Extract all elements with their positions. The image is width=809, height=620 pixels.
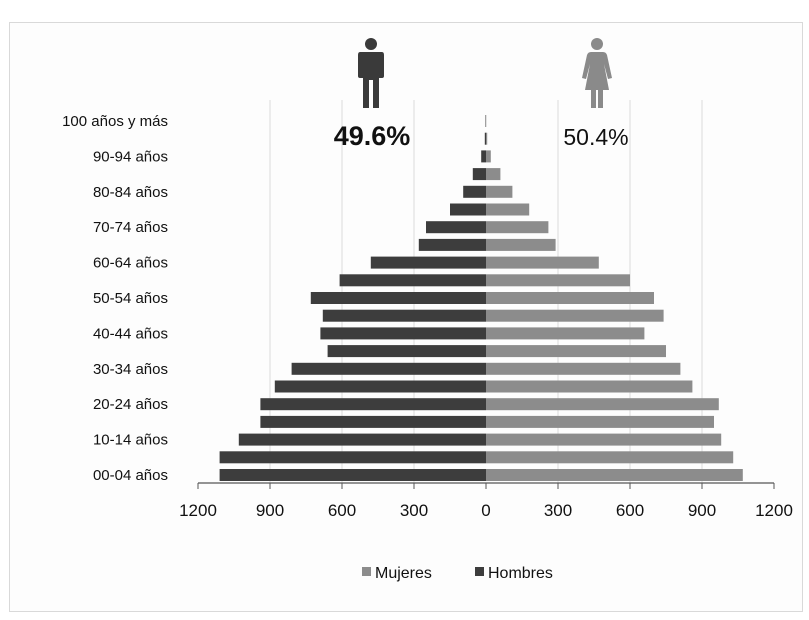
bar-hombres [463, 185, 486, 198]
bar-hombres [472, 168, 486, 181]
x-axis: 1200 900 600 300 0 300 600 900 1200 [179, 482, 793, 520]
bar-hombres [320, 327, 486, 340]
man-icon [358, 38, 384, 108]
bar-mujeres [486, 168, 501, 181]
legend: Mujeres Hombres [362, 565, 553, 582]
top-margin [0, 0, 809, 8]
female-share-label: 50.4% [563, 124, 628, 150]
age-label: 20-24 años [93, 396, 168, 413]
legend-label-mujeres: Mujeres [375, 565, 432, 582]
age-label: 50-54 años [93, 290, 168, 307]
bar-hombres [484, 132, 486, 145]
legend-swatch-mujeres [362, 567, 371, 576]
bar-mujeres [486, 433, 722, 446]
bar-hombres [219, 469, 486, 481]
bar-hombres [450, 203, 486, 216]
x-tick-label: 1200 [179, 501, 217, 520]
bar-hombres [418, 238, 486, 251]
bar-mujeres [486, 274, 630, 287]
age-label: 00-04 años [93, 467, 168, 484]
age-label: 10-14 años [93, 432, 168, 449]
legend-label-hombres: Hombres [488, 565, 553, 582]
age-label: 30-34 años [93, 361, 168, 378]
bar-hombres [322, 309, 486, 322]
bar-hombres [370, 256, 486, 269]
bar-mujeres [486, 185, 513, 198]
bar-mujeres [486, 309, 664, 322]
bar-mujeres [486, 327, 645, 340]
bar-mujeres [486, 380, 693, 393]
x-tick-label: 1200 [755, 501, 793, 520]
bar-mujeres [486, 398, 719, 411]
age-label: 100 años y más [62, 113, 168, 130]
age-label: 60-64 años [93, 255, 168, 272]
bar-mujeres [486, 292, 654, 304]
bar-hombres [310, 292, 486, 304]
age-labels: 00-04 años 10-14 años 20-24 años 30-34 años… [62, 113, 168, 484]
male-share-label: 49.6% [334, 121, 411, 151]
x-tick-label: 600 [616, 501, 644, 520]
age-label: 80-84 años [93, 184, 168, 201]
woman-icon [582, 38, 612, 108]
x-tick-label: 0 [481, 501, 490, 520]
bar-mujeres [486, 451, 734, 464]
age-label: 70-74 años [93, 219, 168, 236]
bar-hombres [260, 398, 486, 411]
bar-hombres [426, 221, 486, 234]
x-tick-label: 900 [688, 501, 716, 520]
bar-hombres [481, 150, 486, 163]
bar-mujeres [486, 132, 488, 145]
x-tick-label: 600 [328, 501, 356, 520]
bar-mujeres [486, 150, 491, 163]
bar-mujeres [486, 203, 530, 216]
legend-swatch-hombres [475, 567, 484, 576]
bar-mujeres [486, 221, 549, 234]
age-label: 40-44 años [93, 325, 168, 342]
bars [219, 115, 743, 481]
x-tick-label: 300 [544, 501, 572, 520]
x-tick-label: 300 [400, 501, 428, 520]
bar-mujeres [486, 362, 681, 375]
age-label: 90-94 años [93, 148, 168, 165]
bar-hombres [291, 362, 486, 375]
bar-hombres [339, 274, 486, 287]
bar-hombres [219, 451, 486, 464]
bar-hombres [327, 345, 486, 358]
bar-mujeres [486, 415, 714, 428]
bar-mujeres [486, 345, 666, 358]
bar-hombres [260, 415, 486, 428]
bar-mujeres [486, 238, 556, 251]
x-tick-label: 900 [256, 501, 284, 520]
bar-mujeres [486, 256, 599, 269]
bar-hombres [238, 433, 486, 446]
bar-hombres [274, 380, 486, 393]
bar-mujeres [486, 469, 743, 481]
